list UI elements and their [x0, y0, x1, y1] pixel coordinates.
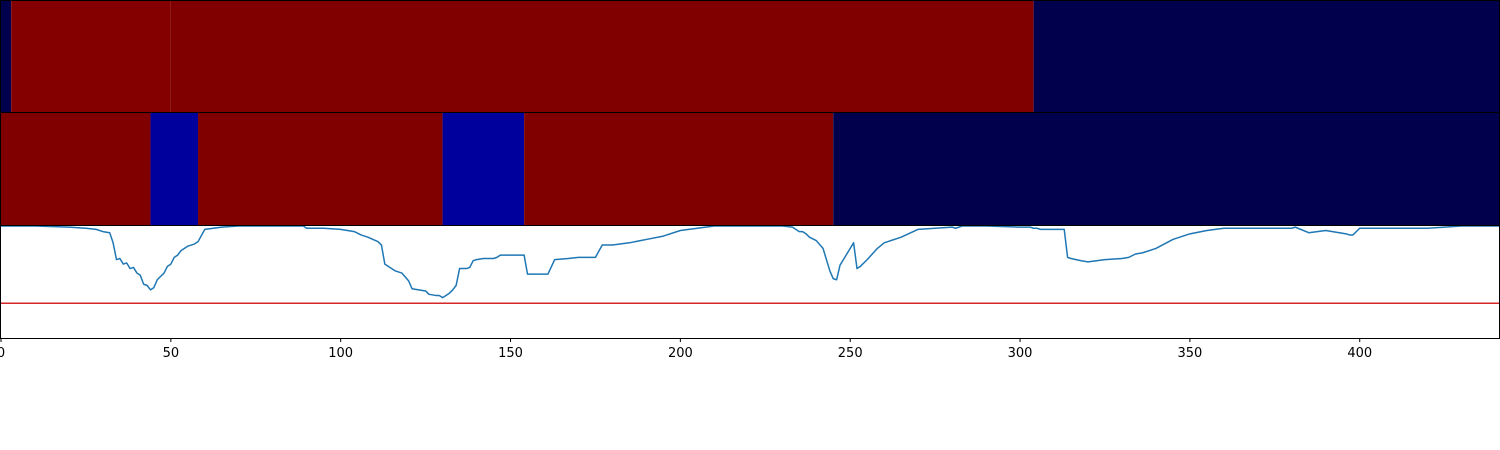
x-tick-label-100: 100 [328, 346, 353, 361]
x-axis: 0 50 100 150 200 250 300 350 400 [0, 338, 1372, 361]
x-tick-label-350: 350 [1177, 346, 1202, 361]
heatmap-strip-1 [1, 1, 1499, 112]
heatmap-cell-1-0 [1, 1, 12, 112]
heatmap-cell-2-4 [524, 113, 834, 225]
x-tick-label-300: 300 [1008, 346, 1033, 361]
heatmap-cell-2-3 [442, 113, 525, 225]
heatmap-cell-1-1 [11, 1, 171, 112]
x-tick-label-0: 0 [0, 346, 5, 361]
heatmap-cell-2-2 [198, 113, 443, 225]
x-tick-label-50: 50 [163, 346, 180, 361]
series-line-0 [1, 226, 1499, 299]
heatmap-cell-2-0 [1, 113, 151, 225]
heatmap-cell-2-1 [150, 113, 199, 225]
line-plot-area [1, 226, 1499, 305]
heatmap-strip-2 [1, 113, 1499, 225]
line-plot [1, 226, 1499, 305]
x-tick-label-200: 200 [668, 346, 693, 361]
heatmap-cell-1-3 [1033, 1, 1499, 112]
heatmap-cell-2-5 [833, 113, 1499, 225]
heatmap-cell-1-2 [170, 1, 1034, 112]
x-tick-label-150: 150 [498, 346, 523, 361]
axes-frame-3 [0, 225, 1500, 339]
x-tick-label-400: 400 [1347, 346, 1372, 361]
x-tick-label-250: 250 [838, 346, 863, 361]
